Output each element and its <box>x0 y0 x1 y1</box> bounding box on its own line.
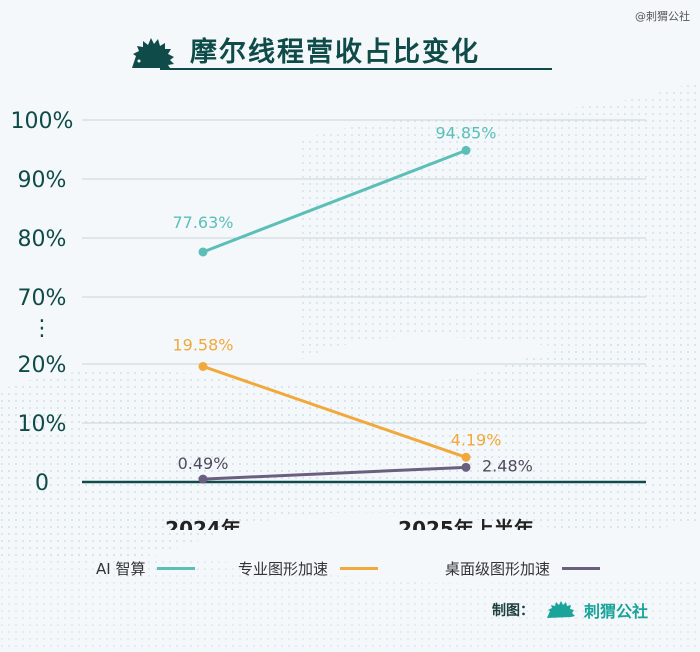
legend-swatch-ai <box>157 567 196 570</box>
series-line <box>202 365 467 459</box>
x-tick-label: 2025年上半年 <box>398 517 534 530</box>
data-point <box>198 361 208 371</box>
y-tick-label: 20% <box>18 353 67 378</box>
data-point <box>461 145 471 155</box>
legend-swatch-pro <box>340 567 379 570</box>
series-2: 0.49% 2.48% <box>178 454 533 484</box>
legend-swatch-desk <box>562 567 601 570</box>
data-point <box>198 474 208 484</box>
y-tick-label: 70% <box>18 286 67 311</box>
series-layer: 77.63% 94.85% 19.58% 4.19% 0.49% 2.48% <box>172 123 533 484</box>
y-tick-labels: 100% 90% 80% 70% 20% 10% 0 <box>11 109 74 496</box>
y-tick-label: 90% <box>18 168 67 193</box>
y-tick-label: 100% <box>11 109 74 134</box>
legend-label-ai: AI 智算 <box>96 560 146 578</box>
y-tick-label: 80% <box>18 227 67 252</box>
hedgehog-brand-icon <box>547 601 575 618</box>
grid-layer <box>82 119 646 424</box>
legend-item-ai: AI 智算 <box>96 558 196 579</box>
y-tick-label: 0 <box>35 471 49 496</box>
chart-title-block: 摩尔线程营收占比变化 <box>130 28 552 72</box>
legend-label-desk: 桌面级图形加速 <box>445 560 551 578</box>
data-point <box>461 462 471 472</box>
x-tick-label: 2024年 <box>165 517 241 530</box>
line-chart: 100% 90% 80% 70% 20% 10% 0 ⋮ 2024年 2025年上半年 77.… <box>11 109 646 530</box>
chart-title: 摩尔线程营收占比变化 <box>190 37 480 68</box>
data-label: 94.85% <box>435 123 496 142</box>
data-label: 2.48% <box>482 456 533 475</box>
series-1: 19.58% 4.19% <box>172 335 502 462</box>
credit-prefix: 制图： <box>492 603 534 619</box>
legend: AI 智算 专业图形加速 桌面级图形加速 <box>0 558 700 584</box>
data-point <box>461 452 471 462</box>
credit-brand: 刺猬公社 <box>584 602 649 621</box>
data-label: 0.49% <box>178 454 229 473</box>
data-point <box>198 247 208 257</box>
credit-line: 制图： 刺猬公社 <box>492 598 648 622</box>
legend-item-desk: 桌面级图形加速 <box>445 558 601 579</box>
title-underline <box>160 68 552 70</box>
legend-label-pro: 专业图形加速 <box>238 560 329 578</box>
y-tick-label: 10% <box>18 412 67 437</box>
data-label: 77.63% <box>172 213 233 232</box>
legend-item-pro: 专业图形加速 <box>238 558 379 579</box>
x-tick-labels: 2024年 2025年上半年 <box>165 517 534 530</box>
series-line <box>202 148 467 254</box>
hedgehog-logo-icon <box>132 38 174 68</box>
data-label: 4.19% <box>451 430 502 449</box>
axis-break-marker: ⋮ <box>31 316 53 341</box>
series-line <box>202 465 467 481</box>
data-label: 19.58% <box>172 335 233 354</box>
series-0: 77.63% 94.85% <box>172 123 497 257</box>
axis-break: ⋮ <box>31 316 53 341</box>
watermark: @刺猬公社 <box>635 10 690 23</box>
